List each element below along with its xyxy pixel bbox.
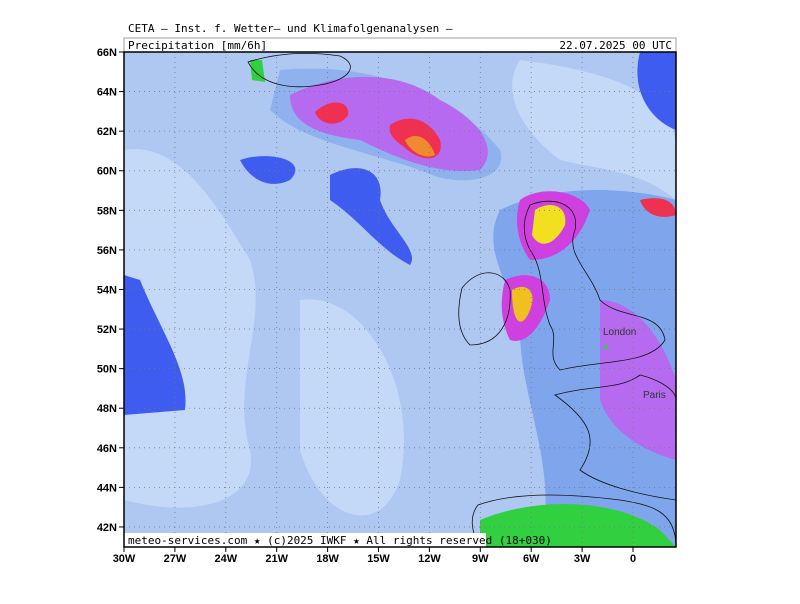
city-label: Paris — [643, 390, 666, 401]
lon-label: 21W — [265, 553, 288, 565]
lat-label: 52N — [97, 324, 117, 336]
lon-label: 15W — [367, 553, 390, 565]
footer: meteo-services.com ★ (c)2025 IWKF ★ All … — [128, 534, 552, 547]
lat-label: 60N — [97, 166, 117, 178]
lat-label: 66N — [97, 47, 117, 59]
map-frame — [123, 51, 677, 548]
lat-label: 46N — [97, 443, 117, 455]
lat-label: 54N — [97, 284, 117, 296]
lon-label: 0 — [630, 553, 636, 565]
lon-label: 12W — [418, 553, 441, 565]
lon-label: 6W — [523, 553, 540, 565]
iberia — [471, 494, 676, 547]
graticule — [124, 52, 676, 547]
intense-core — [640, 198, 676, 217]
intense-core — [532, 205, 566, 244]
lon-label: 18W — [316, 553, 339, 565]
coastlines — [247, 52, 676, 547]
iceland — [247, 52, 351, 88]
lon-label: 27W — [164, 553, 187, 565]
footer-box — [124, 533, 486, 547]
intense-field — [600, 300, 676, 460]
lon-label: 3W — [574, 553, 591, 565]
light-rain — [124, 149, 256, 508]
heavy-field — [240, 156, 296, 184]
green-field — [480, 503, 676, 547]
ireland — [458, 272, 511, 346]
light-rain — [300, 299, 404, 516]
great-britain — [523, 200, 666, 371]
intense-core — [315, 102, 349, 124]
header-title: CETA — Inst. f. Wetter— und Klimafolgena… — [128, 22, 453, 35]
lat-label: 50N — [97, 364, 117, 376]
france — [554, 374, 676, 501]
lat-label: 42N — [97, 522, 117, 534]
lat-label: 44N — [97, 482, 117, 494]
lon-label: 9W — [472, 553, 489, 565]
lat-label: 48N — [97, 403, 117, 415]
valid-time: 22.07.2025 00 UTC — [559, 39, 672, 52]
heavy-field — [330, 168, 413, 265]
lat-label: 62N — [97, 126, 117, 138]
lat-label: 56N — [97, 245, 117, 257]
parameter: Precipitation [mm/6h] — [128, 39, 267, 52]
light-rain — [512, 60, 676, 200]
heavy-field — [637, 52, 676, 130]
intense-core — [405, 135, 435, 157]
lon-label: 24W — [214, 553, 237, 565]
city-dot — [604, 345, 608, 349]
heavy-field — [124, 275, 186, 415]
lat-label: 58N — [97, 205, 117, 217]
lon-label: 30W — [113, 553, 136, 565]
lat-label: 64N — [97, 87, 117, 99]
field: meteo-services.com ★ (c)2025 IWKF ★ All … — [124, 52, 676, 547]
axis-labels: 66N 64N 62N 60N 58N 56N 54N 52N 50N 48N 46N 44N 42N 3… — [97, 47, 636, 565]
city-label: London — [603, 327, 636, 338]
intense-core — [512, 286, 533, 322]
